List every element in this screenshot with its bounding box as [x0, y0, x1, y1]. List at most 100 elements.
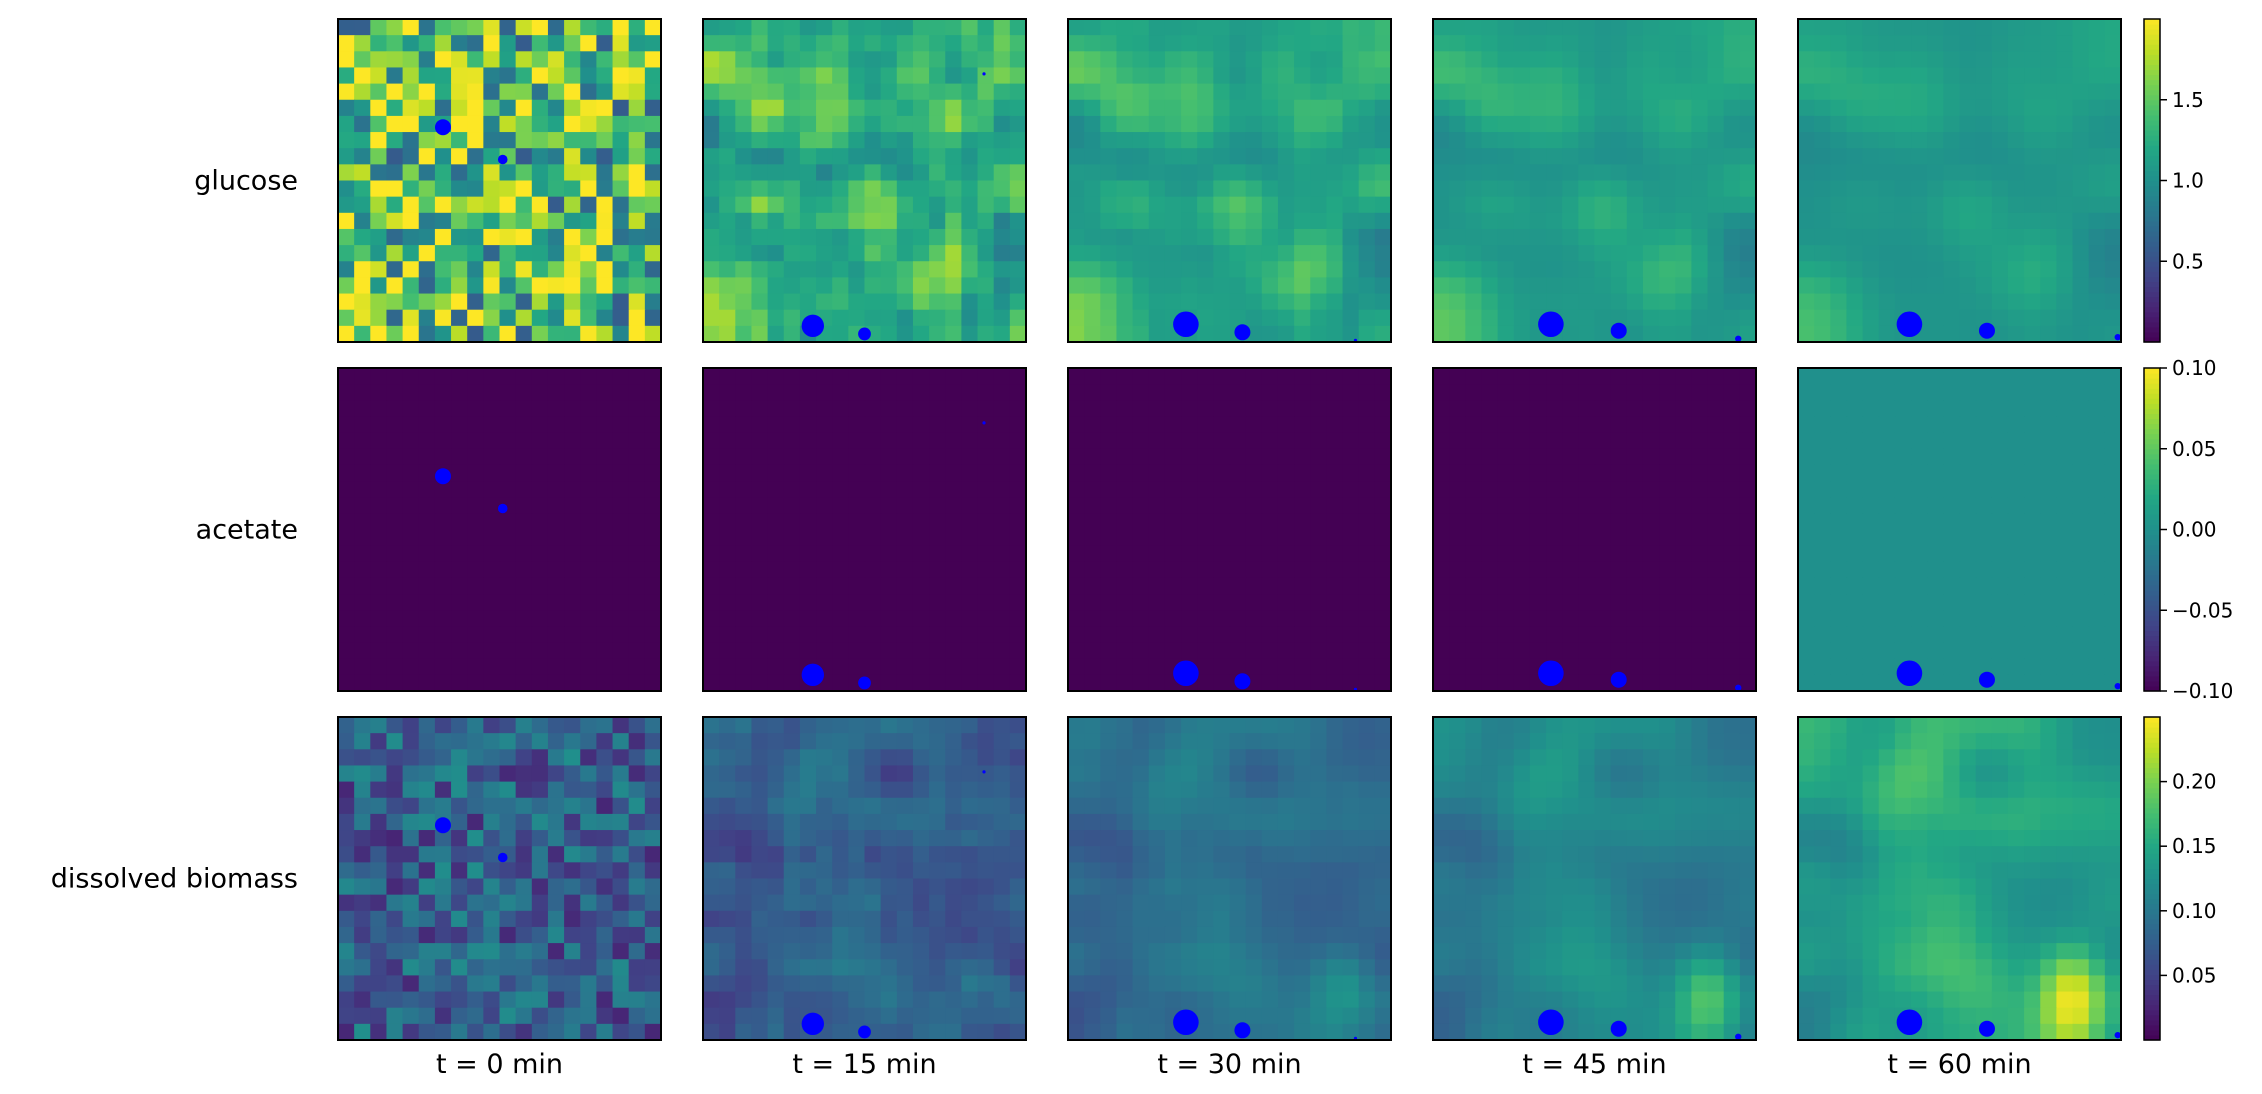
heatmap-cell — [751, 448, 769, 466]
heatmap-cell — [2040, 594, 2057, 611]
heatmap-cell — [1798, 642, 1815, 660]
heatmap-cell — [402, 765, 420, 783]
agent-marker — [1735, 684, 1742, 691]
heatmap-cell — [1626, 545, 1644, 563]
heatmap-cell — [1310, 261, 1327, 278]
heatmap-cell — [1691, 245, 1709, 262]
heatmap-cell — [783, 658, 801, 676]
heatmap-cell — [1213, 293, 1231, 311]
heatmap-cell — [1798, 309, 1815, 327]
heatmap-cell — [1433, 577, 1450, 595]
heatmap-cell — [564, 448, 581, 466]
heatmap-cell — [1610, 196, 1628, 214]
heatmap-cell — [402, 862, 420, 880]
heatmap-cell — [1798, 245, 1815, 262]
heatmap-cell — [386, 432, 404, 450]
heatmap-cell — [1610, 610, 1628, 627]
heatmap-cell — [735, 529, 753, 547]
heatmap-cell — [515, 797, 533, 815]
heatmap-cell — [945, 813, 962, 831]
heatmap-cell — [418, 561, 436, 579]
heatmap-cell — [799, 497, 817, 514]
heatmap-cell — [2007, 261, 2025, 278]
heatmap-cell — [1358, 561, 1376, 579]
heatmap-cell — [1261, 674, 1279, 692]
heatmap-cell — [1100, 674, 1118, 692]
heatmap-cell — [1229, 19, 1247, 36]
heatmap-cell — [402, 943, 420, 960]
heatmap-cell — [1181, 180, 1198, 198]
heatmap-cell — [1594, 51, 1612, 69]
heatmap-cell — [929, 164, 946, 182]
heatmap-panel — [702, 18, 1027, 343]
heatmap-cell — [783, 813, 801, 831]
heatmap-cell — [767, 975, 785, 993]
heatmap-cell — [1197, 765, 1214, 783]
heatmap-cell — [945, 464, 962, 482]
heatmap-cell — [1610, 384, 1628, 401]
heatmap-cell — [751, 959, 769, 976]
heatmap-cell — [2104, 594, 2122, 611]
heatmap-cell — [370, 830, 388, 847]
heatmap-cell — [1846, 83, 1864, 101]
heatmap-cell — [338, 432, 355, 450]
heatmap-cell — [1497, 432, 1515, 450]
heatmap-cell — [531, 642, 549, 660]
heatmap-cell — [832, 277, 849, 295]
heatmap-cell — [1481, 674, 1499, 692]
heatmap-cell — [719, 943, 736, 960]
heatmap-cell — [2072, 384, 2090, 401]
heatmap-cell — [1481, 196, 1499, 214]
heatmap-cell — [1100, 132, 1118, 149]
heatmap-cell — [1562, 610, 1579, 627]
heatmap-cell — [547, 115, 565, 133]
heatmap-cell — [1691, 642, 1709, 660]
heatmap-cell — [816, 765, 833, 783]
heatmap-cell — [338, 642, 355, 660]
heatmap-cell — [1943, 67, 1961, 85]
heatmap-cell — [1116, 277, 1134, 295]
heatmap-cell — [564, 432, 581, 450]
heatmap-cell — [644, 325, 662, 343]
heatmap-cell — [418, 35, 436, 52]
heatmap-cell — [628, 577, 646, 595]
heatmap-cell — [386, 733, 404, 750]
heatmap-cell — [2104, 626, 2122, 644]
heatmap-cell — [2072, 67, 2090, 85]
heatmap-cell — [434, 432, 452, 450]
heatmap-cell — [483, 878, 501, 896]
heatmap-cell — [816, 245, 833, 262]
heatmap-cell — [1798, 99, 1815, 117]
heatmap-cell — [483, 228, 501, 246]
heatmap-cell — [1433, 196, 1450, 214]
heatmap-cell — [628, 830, 646, 847]
heatmap-cell — [467, 894, 484, 912]
heatmap-cell — [1739, 497, 1757, 514]
heatmap-cell — [1358, 83, 1376, 101]
heatmap-cell — [735, 19, 753, 36]
heatmap-cell — [515, 561, 533, 579]
heatmap-cell — [1546, 148, 1563, 165]
heatmap-cell — [434, 626, 452, 644]
heatmap-cell — [1294, 261, 1311, 278]
heatmap-cell — [1814, 51, 1831, 69]
heatmap-cell — [1675, 164, 1692, 182]
heatmap-cell — [832, 813, 849, 831]
heatmap-cell — [977, 749, 995, 767]
heatmap-cell — [1642, 384, 1660, 401]
heatmap-cell — [783, 765, 801, 783]
heatmap-cell — [2040, 325, 2057, 343]
heatmap-cell — [848, 293, 866, 311]
heatmap-cell — [993, 99, 1011, 117]
heatmap-cell — [1723, 67, 1741, 85]
heatmap-cell — [1294, 797, 1311, 815]
heatmap-cell — [386, 1007, 404, 1025]
heatmap-cell — [1959, 416, 1977, 434]
heatmap-cell — [751, 325, 769, 343]
heatmap-cell — [1814, 497, 1831, 514]
heatmap-cell — [2072, 261, 2090, 278]
heatmap-cell — [1959, 529, 1977, 547]
heatmap-cell — [719, 497, 736, 514]
heatmap-cell — [547, 926, 565, 944]
heatmap-cell — [1164, 83, 1182, 101]
